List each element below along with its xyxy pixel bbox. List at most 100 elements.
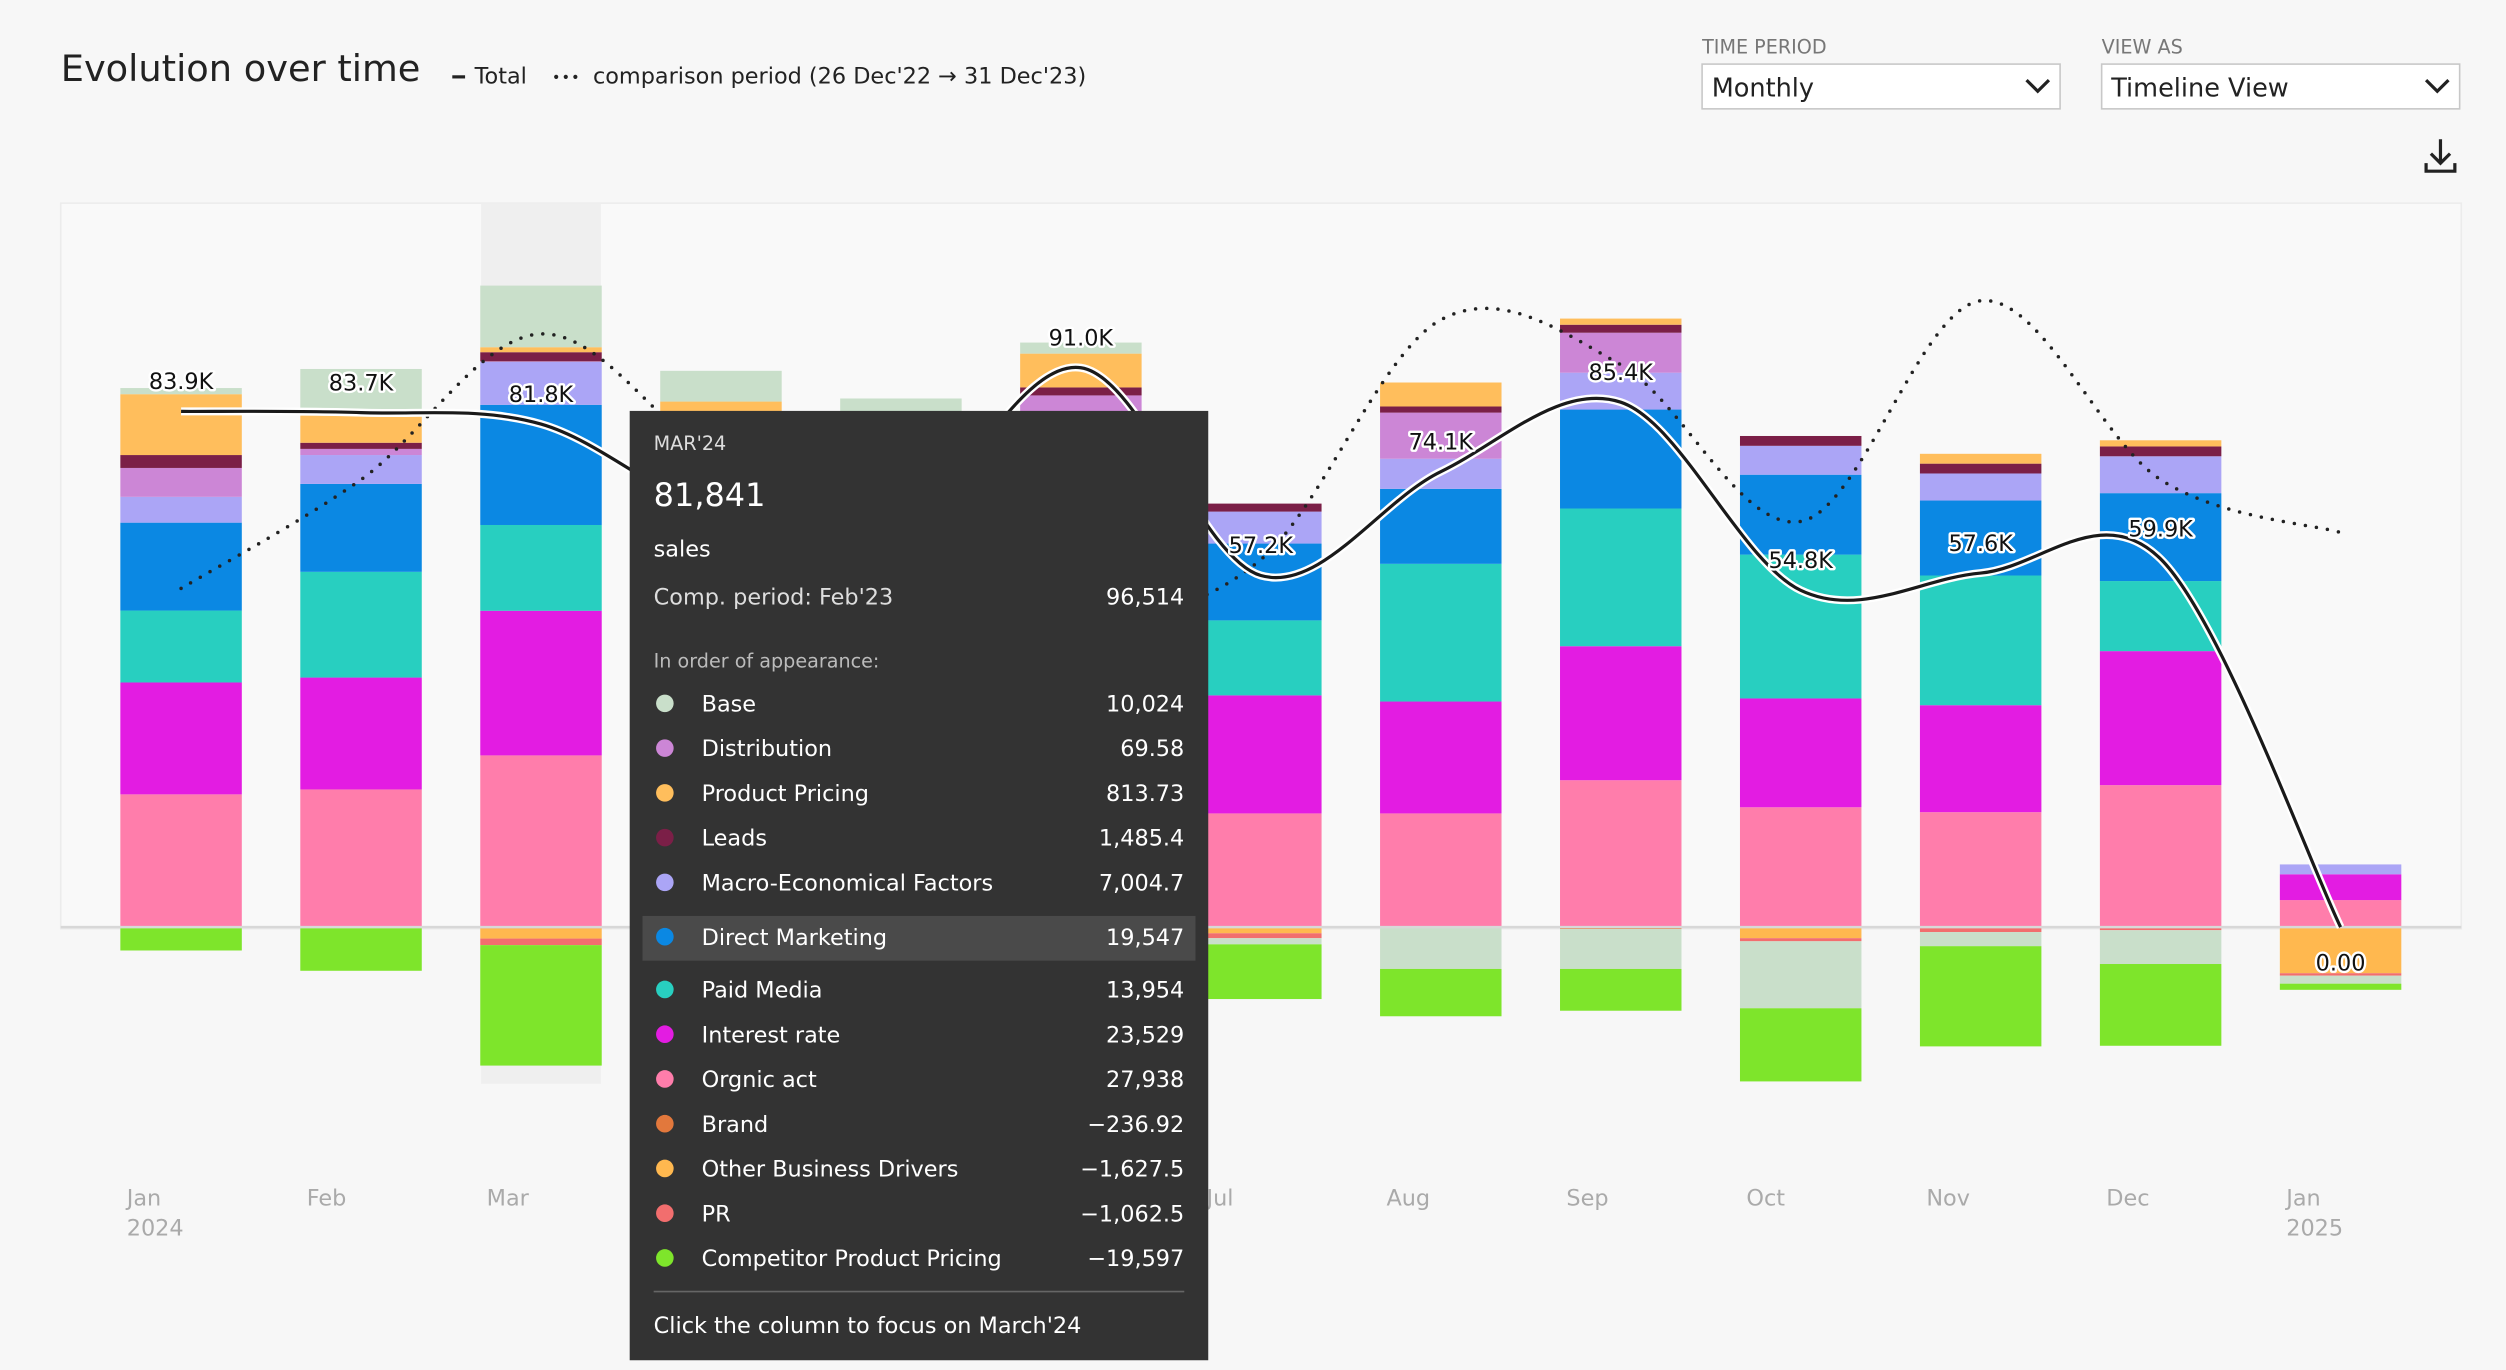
dropdown-value[interactable]: Timeline View [2110,74,2288,104]
tooltip-item-name: Leads [702,826,767,852]
bar-segment [1739,445,1862,475]
bar-segment [120,388,242,395]
bar-segment [1560,928,1682,969]
tooltip-item-value: 19,547 [1106,925,1184,951]
x-tick-label: Jul [1204,1185,1233,1211]
bar-segment [1560,332,1682,373]
tooltip-item-value: −1,627.5 [1080,1157,1184,1183]
bar-segment [1380,406,1502,413]
bar-segment [120,682,242,795]
total-label: 81.8K [509,382,575,408]
bar-segment [1919,812,2042,928]
download-icon[interactable] [2424,139,2457,173]
bar-segment [1919,932,2042,947]
x-tick-label: Jan [2284,1185,2320,1211]
comparison-line [179,298,2343,622]
bar-segment [1380,563,1502,702]
tooltip-item-value: 27,938 [1106,1067,1184,1093]
tooltip-dot [656,784,674,802]
bar-segment [1919,463,2042,474]
bar-segment [1200,620,1322,696]
bar-segment [2279,973,2402,976]
total-label: 74.1K [1409,429,1475,455]
bar-segment [480,361,602,405]
tooltip-item-value: 1,485.4 [1099,826,1184,852]
tooltip-item-name: Brand [702,1112,769,1138]
tooltip-footer: Click the column to focus on March'24 [654,1313,1082,1339]
bar-segment [2099,785,2222,928]
tooltip-item-value: 13,954 [1106,978,1184,1004]
tooltip-dot [656,873,674,892]
x-tick-label: Sep [1566,1185,1608,1211]
bar-segment [2099,930,2222,965]
bar-segment [1200,543,1322,621]
dropdown-value[interactable]: Monthly [1712,74,1814,104]
bar-segment [300,455,422,484]
tooltip-item-name: Distribution [702,736,832,762]
bar-segment [1739,807,1862,928]
comparison-legend-symbol [554,74,578,79]
bar-segment [480,610,602,756]
bar-segment [1020,387,1142,396]
bar-segment [1560,780,1682,928]
tooltip-dot [656,1025,674,1043]
total-label: 0.00 [2316,950,2366,976]
time-period-label: TIME PERIOD [1701,36,1827,59]
bar-segment [120,394,242,456]
tooltip-section-label: In order of appearance: [654,649,880,672]
bar-segment [120,455,242,468]
tooltip-dot [656,828,674,847]
x-tick-label: Feb [307,1185,347,1211]
tooltip-item-name: Direct Marketing [702,925,887,951]
tooltip-item-name: Competitor Product Pricing [702,1246,1002,1272]
bar-segment [1919,453,2042,464]
chevron-icon[interactable] [2424,78,2450,94]
bar-segment [660,370,782,402]
bar-segment [120,522,242,611]
time-period-dropdown[interactable]: Monthly [1701,63,2061,110]
tooltip-item-value: 23,529 [1106,1022,1184,1048]
bar-segment [480,347,602,353]
bar-segment [1200,933,1322,939]
bar-segment [1560,968,1682,1011]
dropdown-box[interactable] [2100,63,2461,110]
bar-segment [2099,446,2222,457]
total-label: 54.8K [1768,548,1834,574]
tooltip-item-name: Interest rate [702,1022,841,1048]
bar-segment [2279,975,2402,984]
bar-segment [1739,938,1862,942]
bar-segment [1739,474,1862,555]
bar-segment [1919,705,2042,813]
x-tick-label: Mar [487,1185,530,1211]
tooltip-item-value: 10,024 [1106,691,1184,717]
view-as-dropdown[interactable]: Timeline View [2100,63,2461,110]
bar-segment [120,496,242,523]
bar-segment [1739,1008,1862,1082]
tooltip-item-name: Other Business Drivers [702,1157,959,1183]
bar-segment [2099,964,2222,1046]
bar-segment [1020,342,1142,354]
bar-segment [480,524,602,611]
bar-segment [300,483,422,572]
total-line [181,366,2343,928]
dropdown-box[interactable] [1701,63,2061,110]
bar-segment [300,448,422,456]
tooltip-item-value: −236.92 [1087,1112,1184,1138]
tooltip-dot [656,980,674,999]
total-legend-label: Total [474,63,527,89]
bar-segment [2099,456,2222,494]
x-tick-label: Dec [2106,1185,2149,1211]
tooltip-dot [656,694,674,713]
tooltip-dot [656,1114,674,1133]
chevron-icon[interactable] [2025,78,2051,94]
bar-segment [1560,508,1682,647]
tooltip-item-value: −1,062.5 [1080,1201,1184,1227]
total-label: 83.7K [329,370,395,396]
bar-segment [300,442,422,449]
download-button[interactable] [2424,139,2457,173]
bar-segment [1380,813,1502,928]
tooltip-dot [656,1159,674,1178]
bar-segment [1200,938,1322,945]
